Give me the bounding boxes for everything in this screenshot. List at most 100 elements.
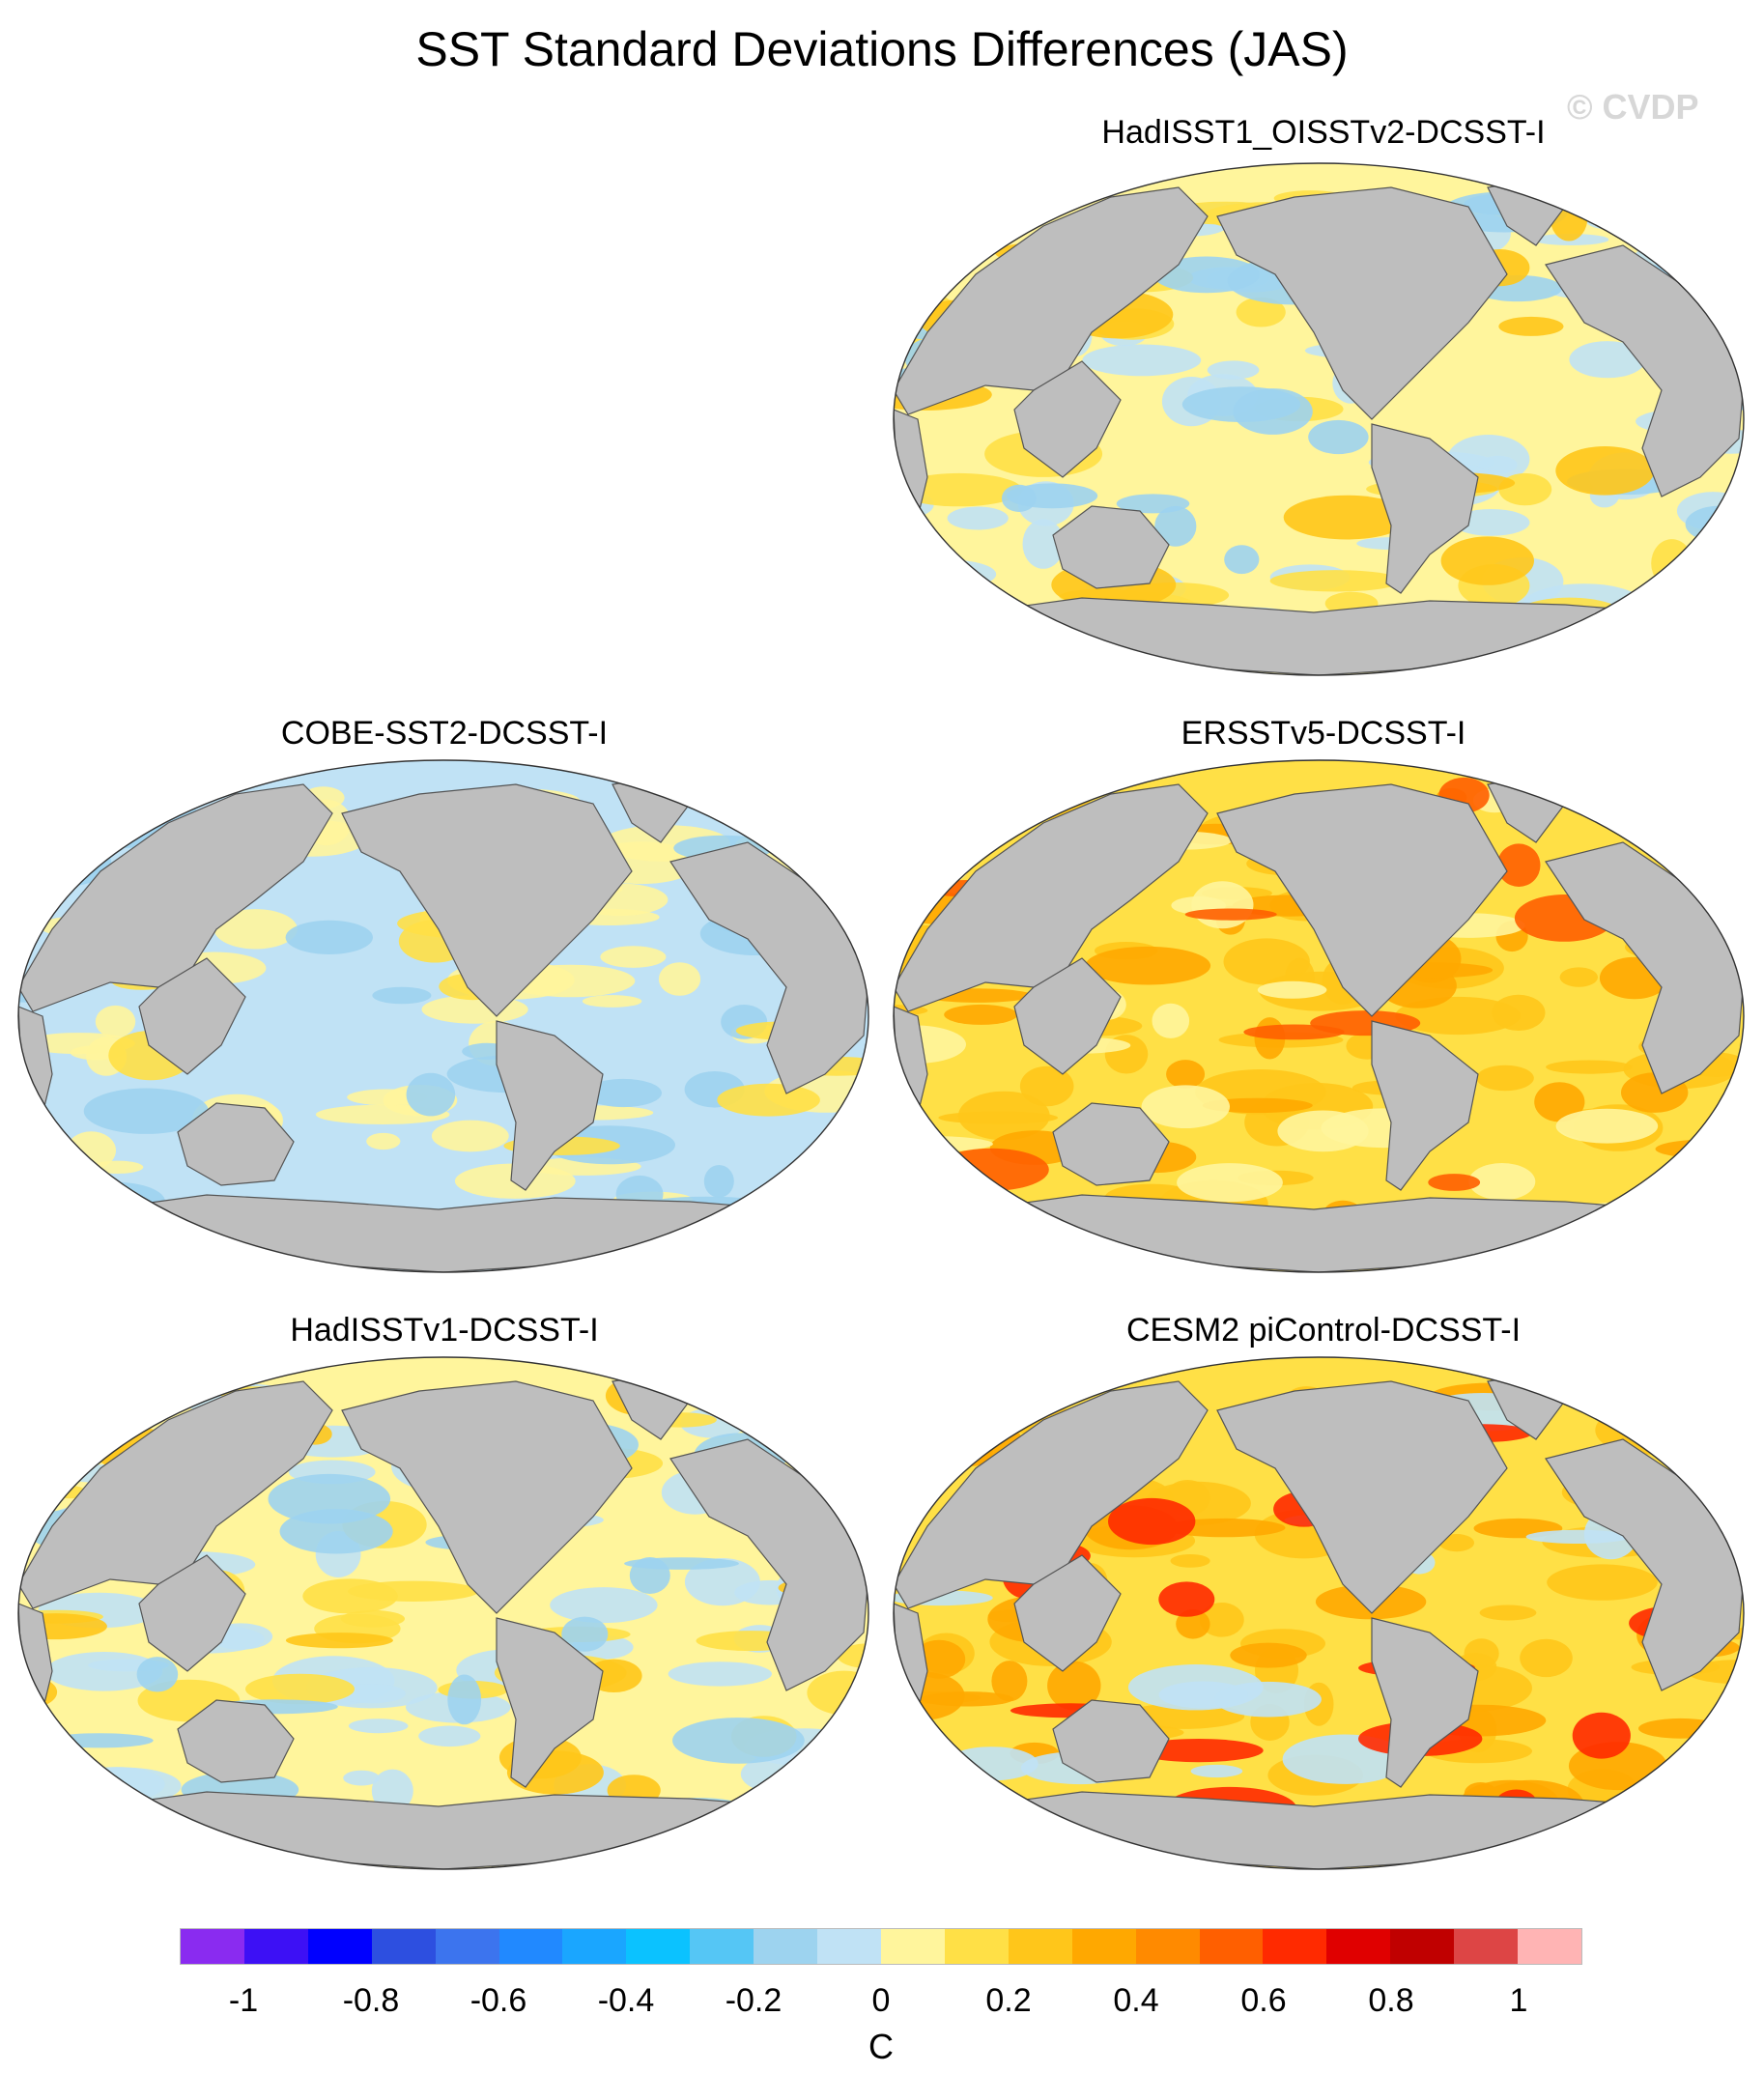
anomaly-region [1308,419,1369,455]
anomaly-region [245,1673,355,1705]
anomaly-region [22,1402,92,1430]
colorbar-swatch [1008,1929,1072,1964]
anomaly-region [25,854,66,889]
colorbar-swatch [498,1929,563,1964]
colorbar-swatch [1263,1929,1327,1964]
anomaly-region [1158,1581,1215,1617]
anomaly-region [18,1170,41,1183]
anomaly-region [447,1674,482,1725]
anomaly-region [1223,938,1310,985]
land-mass [177,1102,295,1186]
land-mass [1013,1554,1122,1672]
anomaly-region [1468,1163,1536,1201]
anomaly-region [1660,1389,1742,1408]
anomaly-region [285,920,373,954]
colorbar-swatch [754,1929,818,1964]
anomaly-region [947,506,1009,530]
anomaly-region [45,1652,163,1691]
anomaly-region [900,249,939,288]
anomaly-region [67,1767,165,1803]
colorbar-unit: C [868,2027,894,2066]
anomaly-region [921,1691,1014,1707]
colorbar-tick-label: 0.6 [1240,1982,1287,2019]
anomaly-region [1082,344,1202,377]
colorbar-tick-label: -1 [228,1982,259,2019]
anomaly-region [1141,1085,1230,1128]
anomaly-region [1572,1712,1631,1759]
anomaly-region [1019,1065,1074,1107]
anomaly-region [45,1733,154,1748]
anomaly-region [1047,1661,1101,1711]
anomaly-region [1022,519,1065,569]
anomaly-region [702,1802,833,1839]
anomaly-region [901,559,997,589]
anomaly-region [18,1742,84,1784]
land-mass [894,186,1209,415]
land-mass [1371,1617,1479,1788]
anomaly-region [27,1177,98,1221]
land-mass [1013,360,1122,478]
anomaly-region [1625,1791,1741,1842]
anomaly-region [41,1434,106,1447]
colorbar-swatch [1326,1929,1391,1964]
colorbar-swatch [817,1929,881,1964]
anomaly-region [95,1005,136,1038]
anomaly-region [18,1385,107,1432]
anomaly-region [1269,570,1403,592]
anomaly-region [1700,1224,1744,1238]
land-mass [18,783,333,1012]
colorbar-swatch [626,1929,691,1964]
colorbar-swatch [181,1929,244,1964]
anomaly-region [717,1083,820,1117]
anomaly-region [703,1165,734,1198]
anomaly-region [1638,1718,1723,1739]
colorbar-swatch [880,1929,945,1964]
colorbar-tick-label: -0.8 [342,1982,400,2019]
anomaly-region [348,1580,479,1602]
anomaly-region [672,1718,805,1764]
anomaly-region [894,1746,941,1770]
anomaly-region [896,472,1022,507]
panel-title-cesm2: CESM2 piControl-DCSST-I [1125,1312,1522,1349]
anomaly-region [933,1148,1049,1191]
anomaly-region [340,1609,405,1628]
panel-title-cobe: COBE-SST2-DCSST-I [280,715,609,752]
anomaly-region [1199,1603,1244,1637]
land-mass [894,1380,1209,1609]
anomaly-region [1007,483,1098,509]
anomaly-region [584,1078,662,1108]
colorbar-swatch [1199,1929,1264,1964]
anomaly-region [1166,1060,1206,1089]
anomaly-region [366,1132,401,1150]
anomaly-region [699,1227,778,1247]
colorbar-tick-label: 0.4 [1113,1982,1159,2019]
land-mass [18,1380,333,1609]
anomaly-region [1224,545,1260,575]
anomaly-region [18,1429,83,1442]
anomaly-region [348,1718,409,1734]
anomaly-region [1492,994,1546,1031]
watermark: © CVDP [1567,87,1699,127]
anomaly-region [83,1088,209,1134]
anomaly-region [1154,505,1197,547]
anomaly-region [1559,967,1598,987]
land-mass [1371,423,1479,594]
anomaly-region [658,962,701,996]
colorbar-swatch [243,1929,308,1964]
anomaly-region [1651,539,1693,588]
anomaly-region [24,810,118,847]
map-border [17,759,869,1273]
anomaly-region [1184,908,1277,921]
anomaly-region [37,1807,94,1828]
land-mass [138,1554,246,1672]
anomaly-region [1108,1497,1196,1546]
anomaly-region [1694,1181,1744,1201]
land-mass [1216,783,1508,1017]
anomaly-region [949,777,1059,823]
anomaly-region [1586,212,1654,231]
anomaly-region [268,1473,391,1524]
anomaly-region [1555,1108,1659,1144]
anomaly-region [944,1004,1018,1025]
anomaly-region [418,1725,481,1747]
colorbar-swatch [371,1929,436,1964]
